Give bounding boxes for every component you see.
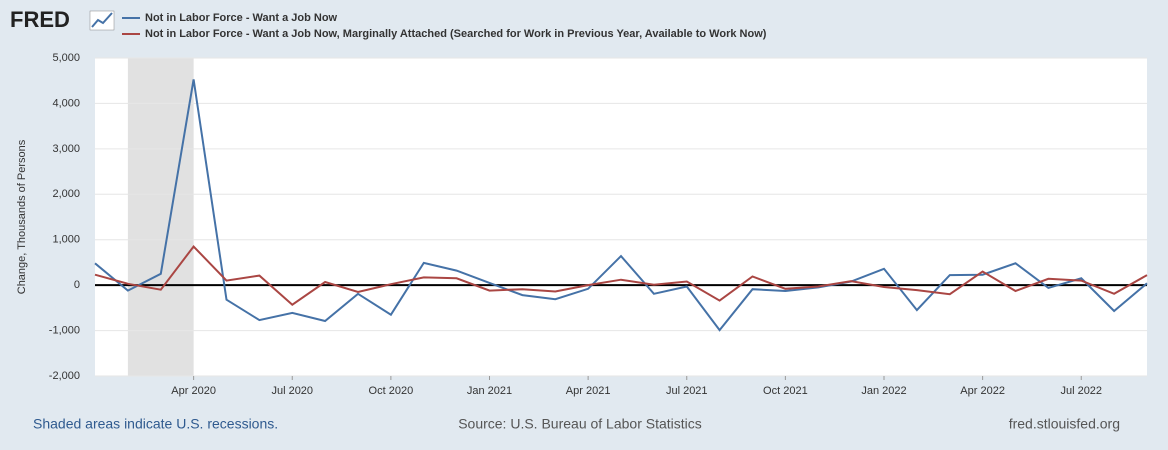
series-line: [94, 79, 1148, 332]
site: fred.stlouisfed.org: [1009, 416, 1120, 432]
x-tick-label: Jul 2020: [271, 385, 313, 397]
x-tick-label: Jul 2022: [1060, 385, 1102, 397]
recession-note: Shaded areas indicate U.S. recessions.: [33, 416, 278, 432]
y-tick-label: 4,000: [52, 97, 80, 109]
x-tick-label: Jul 2021: [666, 385, 708, 397]
y-tick-label: 3,000: [52, 143, 80, 155]
brand: FRED: [10, 7, 70, 32]
y-tick-label: 0: [74, 279, 80, 291]
x-tick-label: Apr 2021: [566, 385, 611, 397]
y-tick-label: 5,000: [52, 52, 80, 64]
legend-label: Not in Labor Force - Want a Job Now, Mar…: [145, 28, 767, 40]
y-tick-label: 1,000: [52, 234, 80, 246]
x-tick-label: Apr 2022: [960, 385, 1005, 397]
x-tick-label: Oct 2020: [369, 385, 414, 397]
recession-band: [127, 58, 194, 376]
brand-icon: [89, 10, 115, 31]
x-tick-label: Jan 2021: [467, 385, 512, 397]
y-axis-label: Change, Thousands of Persons: [16, 139, 28, 294]
y-tick-label: -1,000: [49, 324, 80, 336]
source: Source: U.S. Bureau of Labor Statistics: [458, 416, 702, 432]
x-tick-label: Apr 2020: [171, 385, 216, 397]
x-tick-label: Oct 2021: [763, 385, 808, 397]
y-tick-label: 2,000: [52, 188, 80, 200]
y-tick-label: -2,000: [49, 370, 80, 382]
legend-label: Not in Labor Force - Want a Job Now: [145, 12, 338, 24]
plot-area: [95, 58, 1147, 376]
series-line: [94, 244, 1148, 306]
x-tick-label: Jan 2022: [861, 385, 906, 397]
